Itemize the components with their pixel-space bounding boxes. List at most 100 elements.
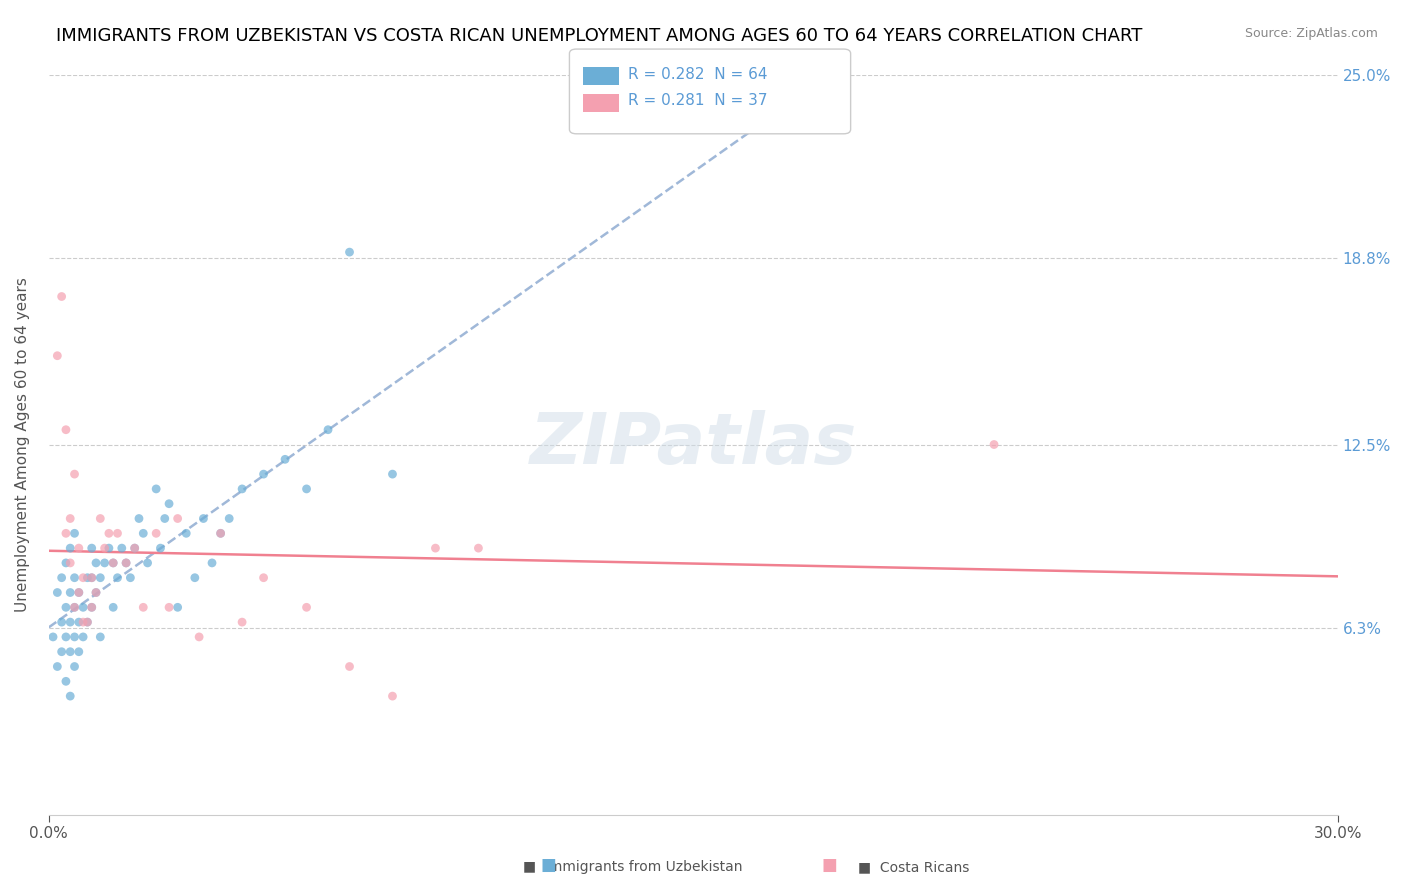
Point — [174, 526, 197, 541]
Point — [209, 526, 232, 541]
Point — [97, 541, 120, 555]
Point — [63, 467, 86, 482]
Point — [72, 615, 94, 629]
Point — [231, 482, 253, 496]
Point — [55, 600, 77, 615]
Point — [59, 689, 82, 703]
Point — [425, 541, 447, 555]
Point — [166, 600, 188, 615]
Point — [76, 571, 98, 585]
Point — [51, 615, 73, 629]
Point — [63, 600, 86, 615]
Point — [59, 556, 82, 570]
Point — [381, 689, 404, 703]
Text: ■: ■ — [540, 856, 557, 874]
Point — [42, 630, 65, 644]
Point — [80, 541, 103, 555]
Point — [166, 511, 188, 525]
Point — [55, 674, 77, 689]
Point — [76, 615, 98, 629]
Point — [72, 630, 94, 644]
Text: R = 0.281  N = 37: R = 0.281 N = 37 — [628, 94, 768, 108]
Text: ■: ■ — [821, 856, 838, 874]
Point — [72, 571, 94, 585]
Point — [132, 526, 155, 541]
Point — [89, 511, 111, 525]
Point — [63, 600, 86, 615]
Point — [84, 585, 107, 599]
Point — [467, 541, 489, 555]
Point — [80, 571, 103, 585]
Point — [136, 556, 159, 570]
Point — [115, 556, 138, 570]
Point — [97, 526, 120, 541]
Point — [153, 511, 176, 525]
Point — [103, 556, 125, 570]
Point — [157, 497, 180, 511]
Point — [128, 511, 150, 525]
Point — [274, 452, 297, 467]
Point — [145, 482, 167, 496]
Point — [157, 600, 180, 615]
Point — [218, 511, 240, 525]
Point — [80, 571, 103, 585]
Text: Source: ZipAtlas.com: Source: ZipAtlas.com — [1244, 27, 1378, 40]
Point — [115, 556, 138, 570]
Point — [55, 630, 77, 644]
Text: ■  Costa Ricans: ■ Costa Ricans — [858, 860, 970, 874]
Point — [201, 556, 224, 570]
Point — [339, 245, 361, 260]
Point — [231, 615, 253, 629]
Point — [316, 423, 339, 437]
Point — [103, 600, 125, 615]
Point — [252, 571, 274, 585]
Point — [252, 467, 274, 482]
Point — [67, 585, 90, 599]
Text: ■  Immigrants from Uzbekistan: ■ Immigrants from Uzbekistan — [523, 860, 742, 874]
Point — [111, 541, 134, 555]
Point — [67, 585, 90, 599]
Point — [193, 511, 215, 525]
Point — [63, 526, 86, 541]
Point — [295, 600, 318, 615]
Point — [124, 541, 146, 555]
Point — [59, 541, 82, 555]
Point — [51, 289, 73, 303]
Point — [55, 423, 77, 437]
Point — [63, 571, 86, 585]
Point — [84, 585, 107, 599]
Point — [107, 571, 129, 585]
Point — [120, 571, 142, 585]
Point — [63, 630, 86, 644]
Point — [381, 467, 404, 482]
Point — [51, 645, 73, 659]
Point — [132, 600, 155, 615]
Point — [67, 541, 90, 555]
Point — [84, 556, 107, 570]
Point — [339, 659, 361, 673]
Point — [59, 645, 82, 659]
Point — [59, 585, 82, 599]
Point — [55, 556, 77, 570]
Text: R = 0.282  N = 64: R = 0.282 N = 64 — [628, 67, 768, 81]
Point — [63, 659, 86, 673]
Point — [93, 556, 115, 570]
Point — [72, 600, 94, 615]
Point — [149, 541, 172, 555]
Point — [89, 630, 111, 644]
Point — [80, 600, 103, 615]
Point — [76, 615, 98, 629]
Point — [103, 556, 125, 570]
Point — [51, 571, 73, 585]
Point — [59, 615, 82, 629]
Point — [55, 526, 77, 541]
Point — [209, 526, 232, 541]
Point — [46, 585, 69, 599]
Point — [67, 615, 90, 629]
Text: ZIPatlas: ZIPatlas — [530, 410, 856, 479]
Point — [67, 645, 90, 659]
Y-axis label: Unemployment Among Ages 60 to 64 years: Unemployment Among Ages 60 to 64 years — [15, 277, 30, 612]
Point — [107, 526, 129, 541]
Point — [80, 600, 103, 615]
Point — [59, 511, 82, 525]
